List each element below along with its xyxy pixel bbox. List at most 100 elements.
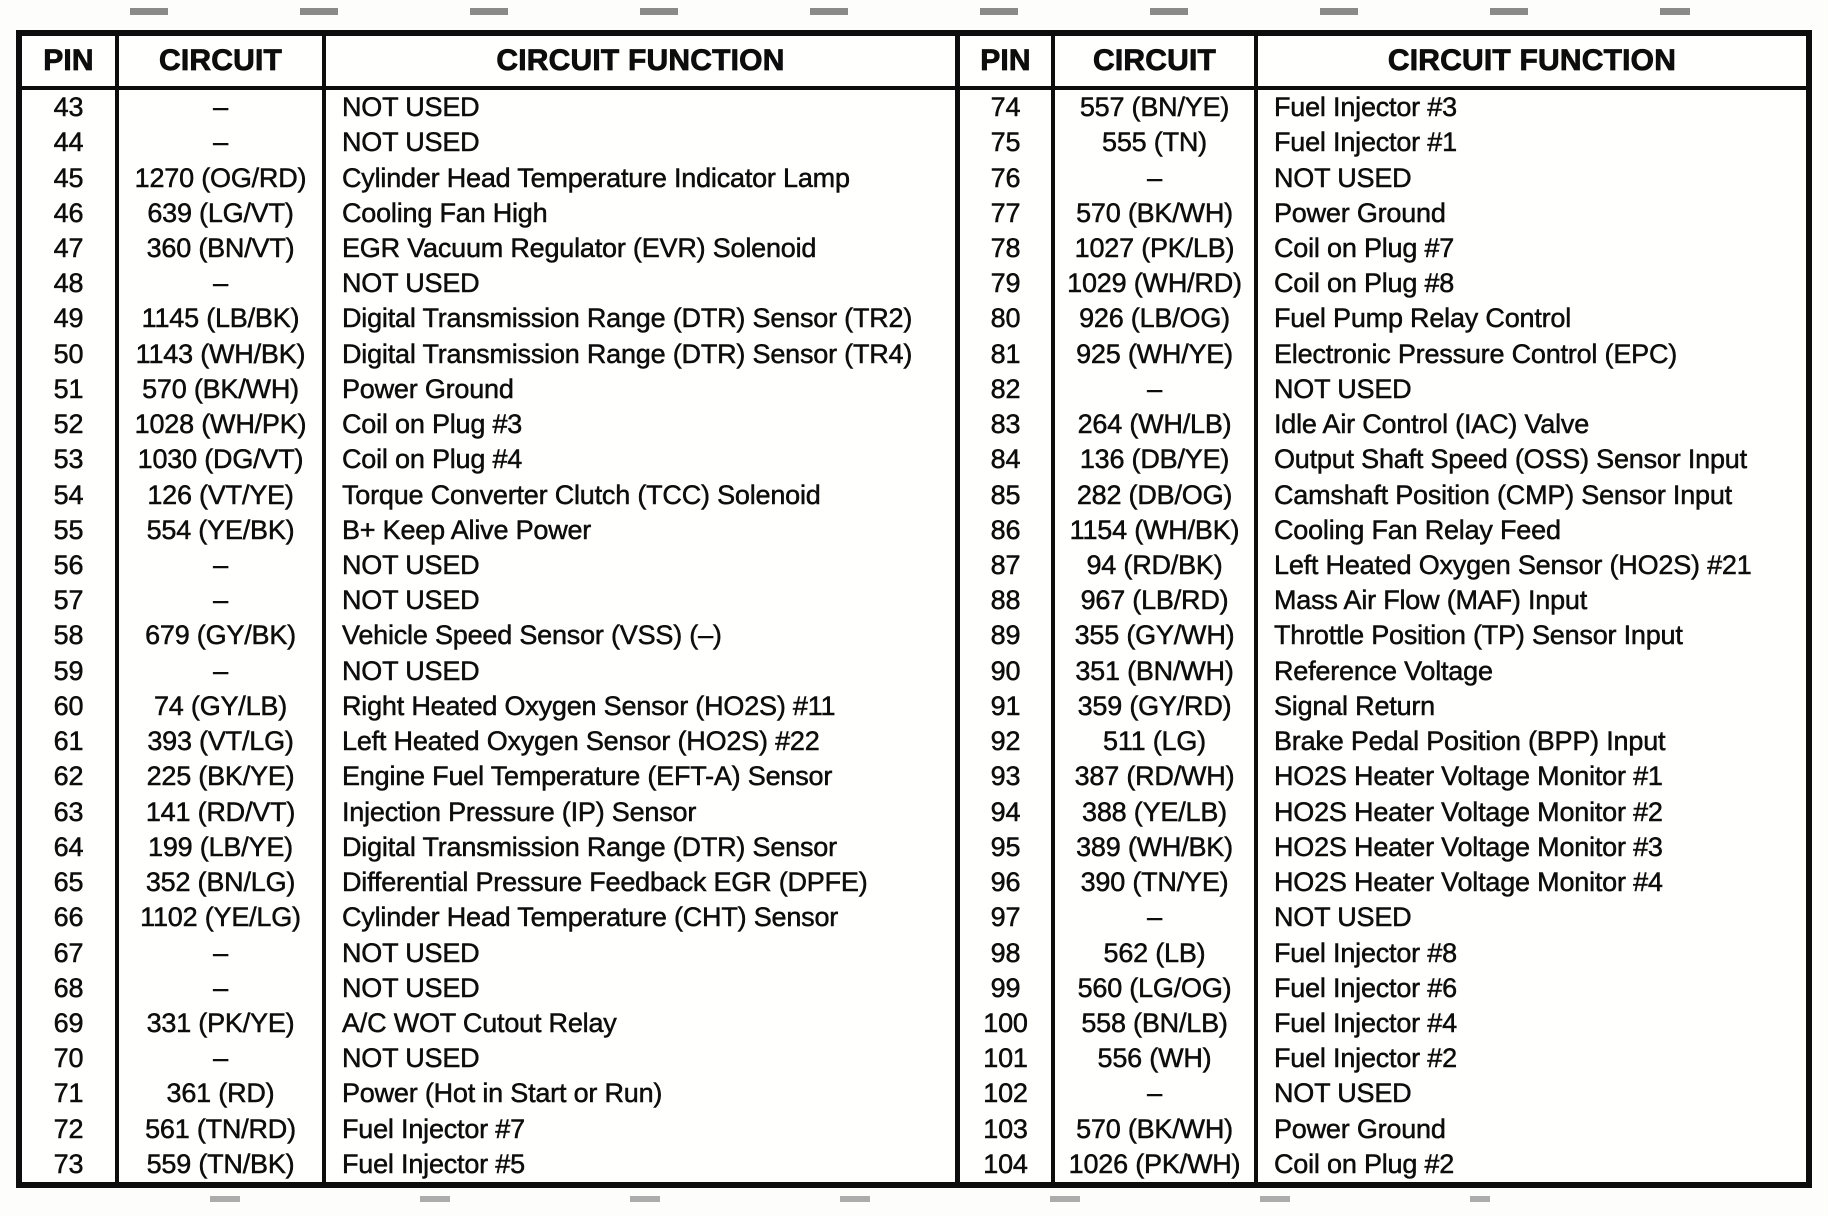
scan-artifact-top	[130, 8, 1690, 15]
function-cell: Output Shaft Speed (OSS) Sensor Input	[1274, 444, 1748, 475]
function-cell: NOT USED	[326, 653, 960, 689]
function-cell: Fuel Injector #3	[1274, 92, 1458, 123]
pin-cell: 96	[960, 864, 1055, 901]
pin-cell: 56	[22, 547, 119, 584]
circuit-cell: 570 (BK/WH)	[1055, 1111, 1258, 1147]
pin-cell: 92	[960, 724, 1055, 760]
circuit-cell: 355 (GY/WH)	[1055, 618, 1258, 654]
circuit-cell: 925 (WH/YE)	[1055, 336, 1258, 372]
pin-cell: 101	[960, 1041, 1055, 1077]
pin-cell: 77	[960, 195, 1055, 231]
circuit-cell: 570 (BK/WH)	[119, 371, 326, 408]
pin-cell: 100	[960, 1005, 1055, 1042]
pin-cell: 61	[22, 724, 119, 760]
pin-cell: 45	[22, 160, 119, 196]
function-cell: Left Heated Oxygen Sensor (HO2S) #21	[1274, 550, 1752, 581]
function-cell: NOT USED	[326, 266, 960, 302]
pin-cell: 82	[960, 371, 1055, 408]
function-cell: Throttle Position (TP) Sensor Input	[1274, 620, 1683, 651]
pin-cell: 52	[22, 407, 119, 443]
pin-cell: 63	[22, 794, 119, 830]
circuit-cell: 126 (VT/YE)	[119, 477, 326, 513]
pin-cell: 46	[22, 195, 119, 231]
pin-cell: 69	[22, 1005, 119, 1042]
circuit-cell: 1270 (OG/RD)	[119, 160, 326, 196]
pin-cell: 71	[22, 1076, 119, 1112]
circuit-cell: 561 (TN/RD)	[119, 1111, 326, 1147]
circuit-cell: 1145 (LB/BK)	[119, 301, 326, 337]
circuit-cell: –	[1055, 1076, 1258, 1112]
pin-cell: 58	[22, 618, 119, 654]
header-circuit-left: CIRCUIT	[119, 36, 326, 90]
circuit-cell: 264 (WH/LB)	[1055, 407, 1258, 443]
pin-cell: 87	[960, 547, 1055, 584]
circuit-cell: –	[119, 970, 326, 1006]
function-cell: Differential Pressure Feedback EGR (DPFE…	[326, 864, 960, 901]
circuit-cell: 562 (LB)	[1055, 935, 1258, 971]
pin-cell: 81	[960, 336, 1055, 372]
circuit-cell: 679 (GY/BK)	[119, 618, 326, 654]
pin-cell: 78	[960, 230, 1055, 267]
function-cell: NOT USED	[1274, 373, 1412, 404]
function-cell: NOT USED	[326, 125, 960, 161]
pin-cell: 64	[22, 829, 119, 865]
header-circuit-right: CIRCUIT	[1055, 36, 1258, 90]
circuit-cell: –	[119, 125, 326, 161]
pin-cell: 54	[22, 477, 119, 513]
function-cell: Fuel Pump Relay Control	[1274, 303, 1572, 334]
circuit-cell: 1027 (PK/LB)	[1055, 230, 1258, 267]
pin-cell: 50	[22, 336, 119, 372]
circuit-cell: 225 (BK/YE)	[119, 759, 326, 795]
function-cell: Digital Transmission Range (DTR) Sensor …	[326, 336, 960, 372]
pin-cell: 72	[22, 1111, 119, 1147]
function-cell: NOT USED	[326, 970, 960, 1006]
header-function-left: CIRCUIT FUNCTION	[326, 36, 960, 90]
function-cell: Signal Return	[1274, 690, 1436, 721]
pin-cell: 55	[22, 512, 119, 548]
pin-cell: 59	[22, 653, 119, 689]
pin-cell: 49	[22, 301, 119, 337]
circuit-cell: 351 (BN/WH)	[1055, 653, 1258, 689]
function-cell: HO2S Heater Voltage Monitor #4	[1274, 867, 1663, 898]
circuit-cell: 967 (LB/RD)	[1055, 583, 1258, 619]
function-cell: Coil on Plug #7	[1274, 233, 1455, 263]
circuit-cell: 556 (WH)	[1055, 1041, 1258, 1077]
circuit-cell: 352 (BN/LG)	[119, 864, 326, 901]
pin-cell: 60	[22, 688, 119, 725]
function-cell: Fuel Injector #1	[1274, 127, 1458, 158]
circuit-cell: 94 (RD/BK)	[1055, 547, 1258, 584]
function-cell: Torque Converter Clutch (TCC) Solenoid	[326, 477, 960, 513]
circuit-cell: –	[119, 547, 326, 584]
circuit-cell: –	[119, 583, 326, 619]
pin-cell: 79	[960, 266, 1055, 302]
function-cell: NOT USED	[326, 935, 960, 971]
circuit-cell: 555 (TN)	[1055, 125, 1258, 161]
function-cell: A/C WOT Cutout Relay	[326, 1005, 960, 1042]
function-cell: Fuel Injector #4	[1274, 1007, 1458, 1038]
pin-cell: 48	[22, 266, 119, 302]
function-cell: Power Ground	[1274, 1113, 1446, 1144]
circuit-cell: 558 (BN/LB)	[1055, 1005, 1258, 1042]
pin-cell: 95	[960, 829, 1055, 865]
circuit-cell: 359 (GY/RD)	[1055, 688, 1258, 725]
circuit-cell: 1030 (DG/VT)	[119, 442, 326, 478]
function-cell: Idle Air Control (IAC) Valve	[1274, 409, 1590, 440]
function-cell: EGR Vacuum Regulator (EVR) Solenoid	[326, 230, 960, 267]
function-cell: Injection Pressure (IP) Sensor	[326, 794, 960, 830]
pin-cell: 74	[960, 90, 1055, 126]
function-cell: NOT USED	[1274, 1078, 1412, 1109]
function-cell: NOT USED	[1274, 162, 1412, 193]
pin-cell: 91	[960, 688, 1055, 725]
pin-cell: 83	[960, 407, 1055, 443]
circuit-cell: 199 (LB/YE)	[119, 829, 326, 865]
function-cell: HO2S Heater Voltage Monitor #2	[1274, 796, 1663, 827]
function-cell: Fuel Injector #7	[326, 1111, 960, 1147]
pin-cell: 97	[960, 900, 1055, 936]
circuit-cell: –	[119, 90, 326, 126]
circuit-cell: –	[1055, 160, 1258, 196]
pin-cell: 75	[960, 125, 1055, 161]
circuit-cell: 388 (YE/LB)	[1055, 794, 1258, 830]
pin-cell: 70	[22, 1041, 119, 1077]
function-cell: Left Heated Oxygen Sensor (HO2S) #22	[326, 724, 960, 760]
